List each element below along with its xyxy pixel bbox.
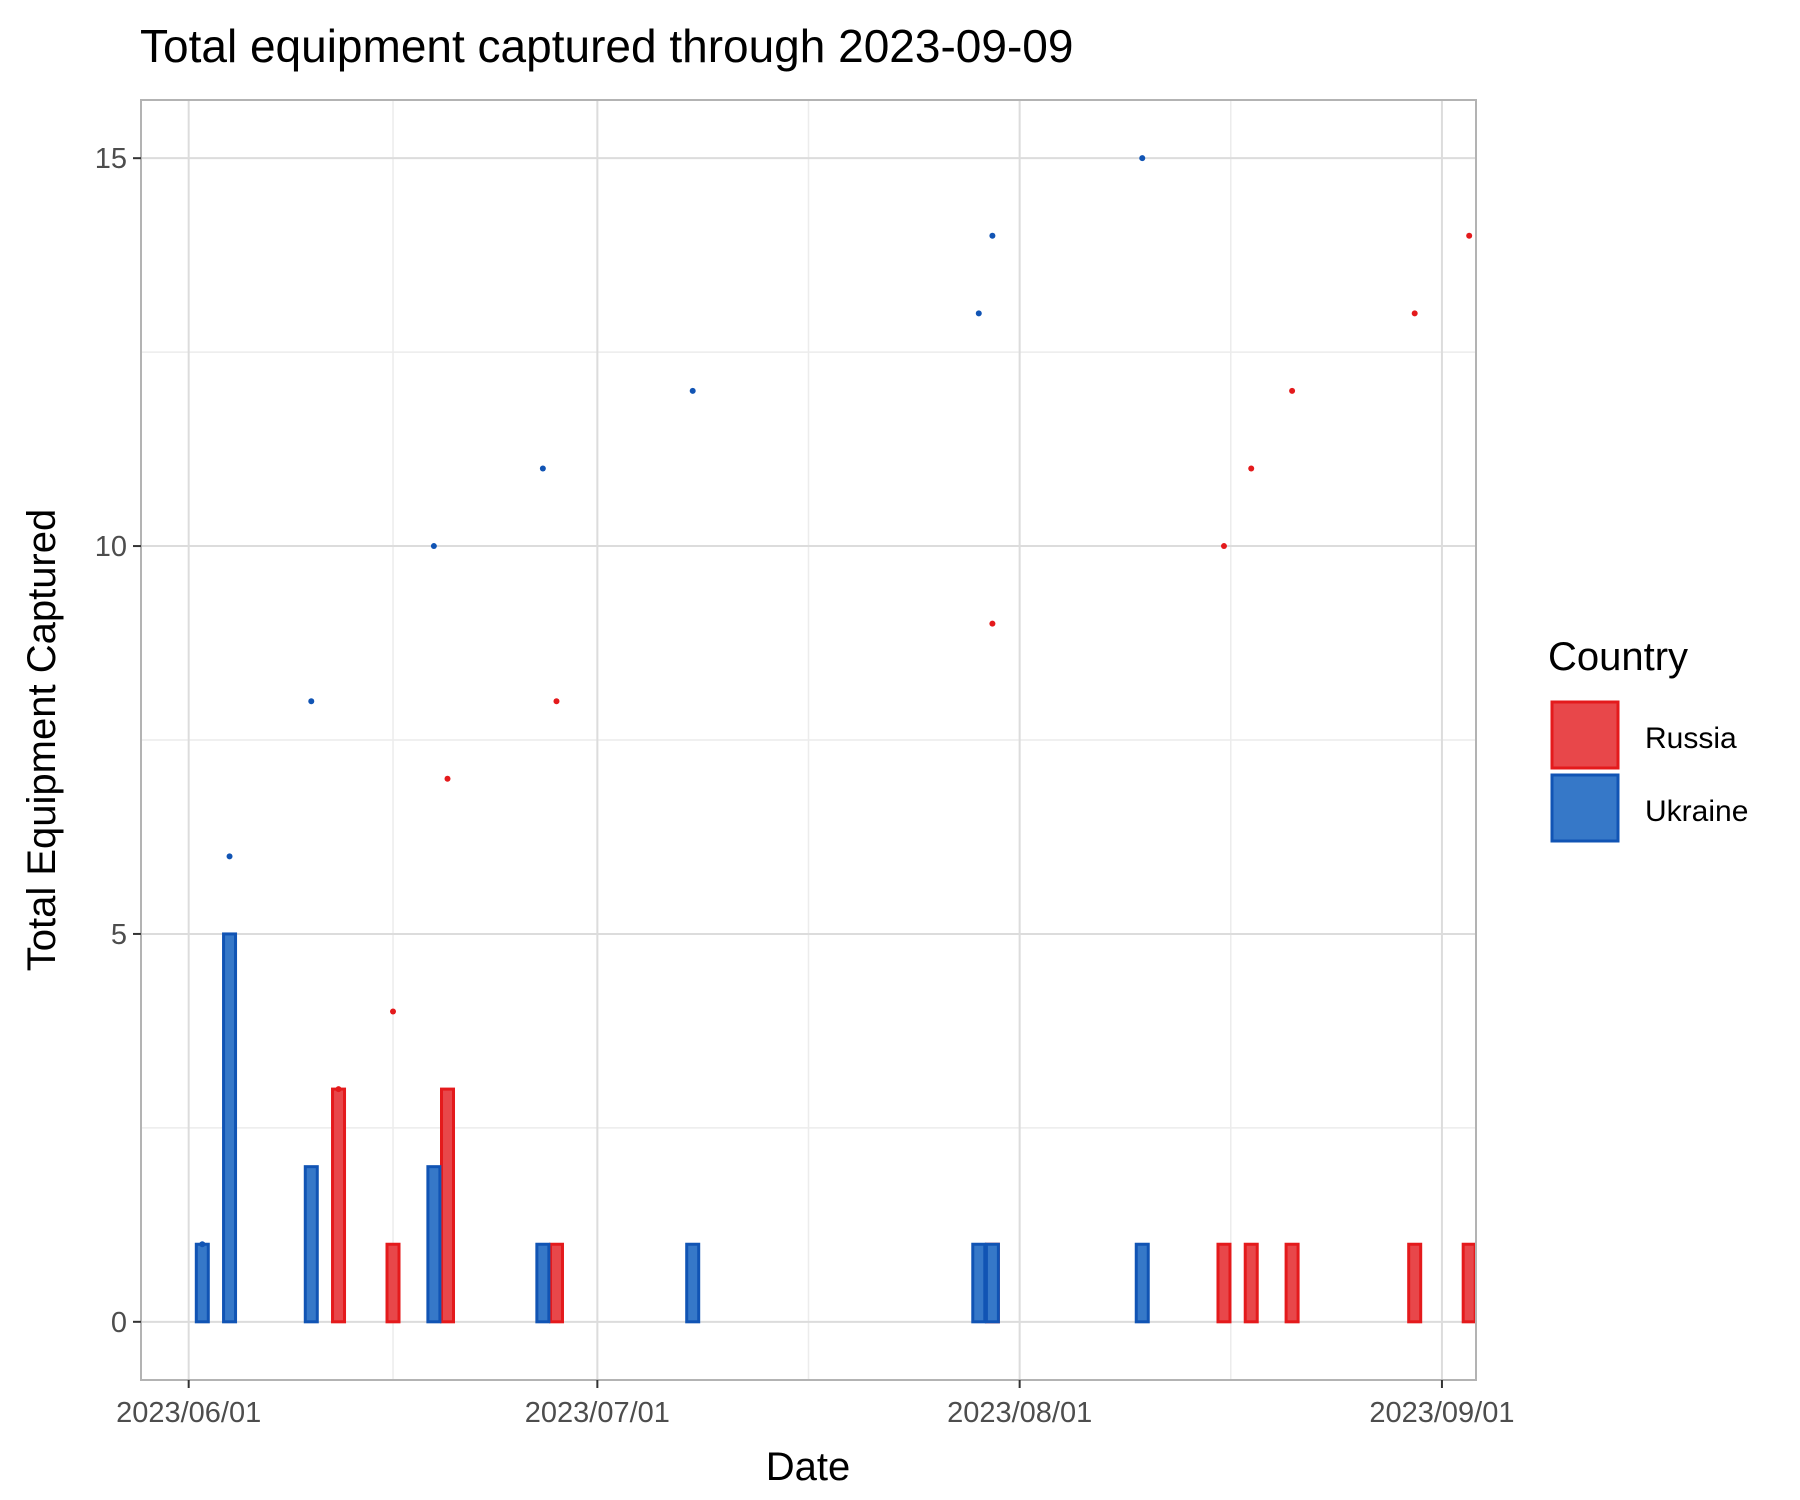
bar-ukraine (984, 1242, 1000, 1324)
point-russia (1466, 232, 1473, 239)
grid (141, 100, 1476, 1380)
point-russia (989, 620, 996, 627)
legend-key-russia (1550, 700, 1620, 770)
point-ukraine (226, 853, 233, 860)
bar-ukraine (222, 932, 238, 1324)
x-tick-label: 2023/09/01 (1369, 1397, 1514, 1429)
bar-ukraine (426, 1165, 442, 1324)
point-russia (553, 698, 560, 705)
point-ukraine (539, 465, 546, 472)
legend-key-ukraine (1550, 773, 1620, 843)
bar-russia (385, 1242, 401, 1324)
point-ukraine (975, 310, 982, 317)
point-ukraine (1139, 155, 1146, 162)
point-russia (1411, 310, 1418, 317)
bar-russia (1461, 1242, 1477, 1324)
point-russia (1289, 387, 1296, 394)
point-ukraine (689, 387, 696, 394)
y-tick-label: 15 (95, 143, 127, 175)
bar-russia (1407, 1242, 1423, 1324)
y-axis: 0 5 10 15 (95, 143, 141, 1339)
point-ukraine (308, 698, 315, 705)
bar-ukraine (1134, 1242, 1150, 1324)
legend-title: Country (1548, 635, 1688, 679)
y-tick-label: 10 (95, 531, 127, 563)
chart-title: Total equipment captured through 2023-09… (140, 20, 1073, 72)
bar-ukraine (971, 1242, 987, 1324)
bar-russia (1216, 1242, 1232, 1324)
point-russia (444, 775, 451, 782)
legend: Country Russia Ukraine (1548, 635, 1748, 843)
legend-label-russia: Russia (1645, 722, 1737, 755)
point-russia (1220, 543, 1227, 550)
y-tick-label: 5 (111, 919, 127, 951)
bar-ukraine (194, 1242, 210, 1324)
point-russia (1248, 465, 1255, 472)
x-axis-title: Date (766, 1445, 851, 1489)
legend-label-ukraine: Ukraine (1645, 795, 1748, 828)
point-russia (335, 1086, 342, 1093)
bars (194, 932, 1477, 1324)
point-russia (390, 1008, 397, 1015)
bar-ukraine (685, 1242, 701, 1324)
bar-russia (440, 1087, 456, 1324)
y-axis-title: Total Equipment Captured (20, 509, 64, 972)
cumulative-points (199, 155, 1473, 1248)
point-ukraine (430, 543, 437, 550)
bar-russia (331, 1087, 347, 1324)
y-tick-label: 0 (111, 1307, 127, 1339)
plot-border (140, 99, 1477, 1381)
x-axis: 2023/06/01 2023/07/01 2023/08/01 2023/09/01 (116, 1380, 1515, 1429)
x-tick-label: 2023/06/01 (116, 1397, 261, 1429)
bar-russia (548, 1242, 564, 1324)
bar-russia (1243, 1242, 1259, 1324)
x-tick-label: 2023/08/01 (947, 1397, 1092, 1429)
point-ukraine (199, 1241, 206, 1248)
point-ukraine (989, 232, 996, 239)
bar-ukraine (303, 1165, 319, 1324)
bar-russia (1284, 1242, 1300, 1324)
bar-ukraine (535, 1242, 551, 1324)
x-tick-label: 2023/07/01 (525, 1397, 670, 1429)
